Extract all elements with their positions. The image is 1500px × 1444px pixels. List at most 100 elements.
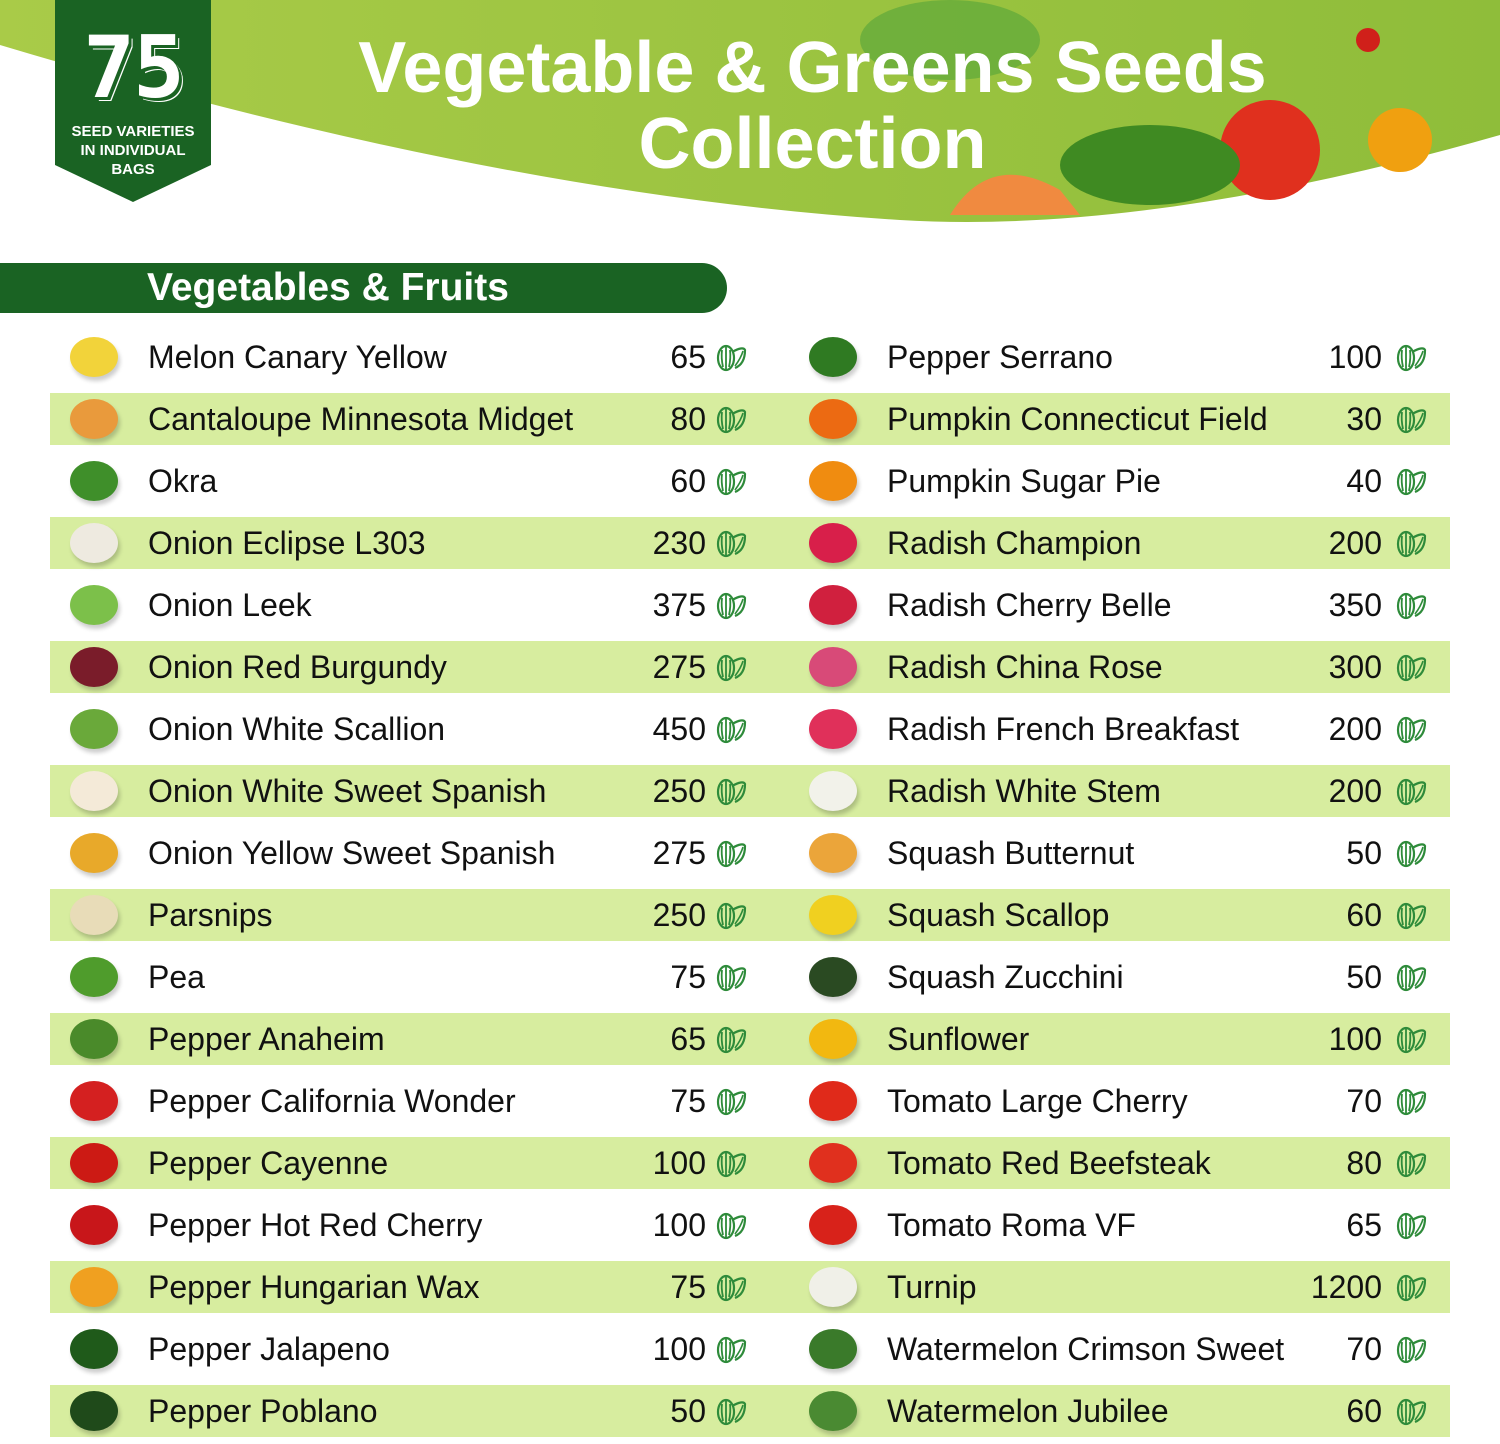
seed-count: 375 xyxy=(652,587,706,623)
vegetable-image xyxy=(70,709,118,749)
seed-name: Pepper Hot Red Cherry xyxy=(148,1207,483,1243)
vegetable-image xyxy=(70,523,118,563)
seed-name: Radish French Breakfast xyxy=(887,711,1240,747)
seed-list-item: Radish White Stem 200 xyxy=(0,760,1500,822)
seed-list-item: Onion Leek 375 xyxy=(0,574,1500,636)
seed-name: Melon Canary Yellow xyxy=(148,339,447,375)
seed-list-item: Radish China Rose 300 xyxy=(0,636,1500,698)
seed-name: Sunflower xyxy=(887,1021,1030,1057)
vegetable-image xyxy=(70,1391,118,1431)
seed-list-item: Pumpkin Connecticut Field 30 xyxy=(0,388,1500,450)
seed-count: 1200 xyxy=(1310,1269,1382,1305)
greens-decoration xyxy=(1060,125,1240,205)
badge-number: 75 xyxy=(83,18,185,118)
seed-icon xyxy=(715,1086,747,1116)
seed-name: Tomato Red Beefsteak xyxy=(887,1145,1211,1181)
seed-icon xyxy=(1395,1086,1427,1116)
seed-icon xyxy=(715,1024,747,1054)
seed-count: 60 xyxy=(1346,1393,1382,1429)
seed-icon xyxy=(715,1148,747,1178)
row-stripe xyxy=(50,641,1450,693)
seed-count: 75 xyxy=(670,1083,706,1119)
vegetable-image xyxy=(809,895,857,935)
seed-name: Pepper California Wonder xyxy=(148,1083,516,1119)
row-stripe xyxy=(50,1137,1450,1189)
vegetable-image xyxy=(809,1205,857,1245)
seed-name: Squash Zucchini xyxy=(887,959,1124,995)
seed-list-item: Pepper Serrano 100 xyxy=(0,326,1500,388)
seed-icon xyxy=(1395,528,1427,558)
vegetable-image xyxy=(809,771,857,811)
seed-count: 80 xyxy=(1346,1145,1382,1181)
seed-name: Onion Eclipse L303 xyxy=(148,525,426,561)
seed-list-item: Pepper Jalapeno 100 xyxy=(0,1318,1500,1380)
seed-icon xyxy=(715,1396,747,1426)
row-stripe xyxy=(50,765,1450,817)
seed-icon xyxy=(1395,1396,1427,1426)
page-title-line2: Collection xyxy=(638,104,987,184)
seed-count: 100 xyxy=(652,1145,706,1181)
seed-count: 275 xyxy=(652,835,706,871)
seed-count: 200 xyxy=(1328,711,1382,747)
seed-icon xyxy=(1395,714,1427,744)
seed-name: Radish China Rose xyxy=(887,649,1163,685)
seed-list-item: Pepper Cayenne 100 xyxy=(0,1132,1500,1194)
seed-name: Onion White Sweet Spanish xyxy=(148,773,547,809)
seed-icon xyxy=(1395,404,1427,434)
seed-list-item: Radish Cherry Belle 350 xyxy=(0,574,1500,636)
vegetable-image xyxy=(809,957,857,997)
vegetable-image xyxy=(70,1081,118,1121)
seed-name: Tomato Large Cherry xyxy=(887,1083,1188,1119)
seed-icon xyxy=(1395,962,1427,992)
row-stripe xyxy=(50,889,1450,941)
seed-list-item: Tomato Red Beefsteak 80 xyxy=(0,1132,1500,1194)
seed-icon xyxy=(1395,776,1427,806)
vegetable-image xyxy=(809,1081,857,1121)
vegetable-image xyxy=(70,461,118,501)
seed-name: Turnip xyxy=(887,1269,977,1305)
seed-icon xyxy=(1395,838,1427,868)
section-title: Vegetables & Fruits xyxy=(147,266,509,309)
seed-count: 75 xyxy=(670,1269,706,1305)
seed-icon xyxy=(1395,590,1427,620)
vegetable-image xyxy=(70,1267,118,1307)
seed-icon xyxy=(1395,1148,1427,1178)
seed-list-item: Pepper California Wonder 75 xyxy=(0,1070,1500,1132)
seed-list-item: Radish French Breakfast 200 xyxy=(0,698,1500,760)
seed-count: 100 xyxy=(1328,339,1382,375)
page-title-line1: Vegetable & Greens Seeds xyxy=(358,28,1267,108)
seed-icon xyxy=(715,342,747,372)
seed-name: Pepper Poblano xyxy=(148,1393,378,1429)
vegetable-image xyxy=(809,1329,857,1369)
seed-icon xyxy=(1395,652,1427,682)
seed-list-item: Watermelon Crimson Sweet 70 xyxy=(0,1318,1500,1380)
seed-list-item: Pea 75 xyxy=(0,946,1500,1008)
vegetable-image xyxy=(70,833,118,873)
seed-count: 200 xyxy=(1328,773,1382,809)
seed-name: Squash Scallop xyxy=(887,897,1110,933)
seed-list-item: Okra 60 xyxy=(0,450,1500,512)
row-stripe xyxy=(50,393,1450,445)
row-stripe xyxy=(50,1261,1450,1313)
seed-name: Onion White Scallion xyxy=(148,711,446,747)
row-stripe xyxy=(50,1385,1450,1437)
seed-icon xyxy=(715,528,747,558)
seed-count: 50 xyxy=(1346,835,1382,871)
seed-list-item: Tomato Large Cherry 70 xyxy=(0,1070,1500,1132)
vegetable-image xyxy=(809,833,857,873)
seed-name: Pumpkin Connecticut Field xyxy=(887,401,1268,437)
seed-list-item: Onion Red Burgundy 275 xyxy=(0,636,1500,698)
seed-name: Onion Yellow Sweet Spanish xyxy=(148,835,556,871)
seed-count: 100 xyxy=(652,1207,706,1243)
seed-list-item: Pepper Hungarian Wax 75 xyxy=(0,1256,1500,1318)
seed-icon xyxy=(715,1334,747,1364)
seed-list-item: Squash Butternut 50 xyxy=(0,822,1500,884)
seed-icon xyxy=(715,838,747,868)
seed-count: 30 xyxy=(1346,401,1382,437)
seed-icon xyxy=(715,776,747,806)
seed-list-item: Turnip 1200 xyxy=(0,1256,1500,1318)
vegetable-image xyxy=(809,585,857,625)
vegetable-image xyxy=(70,1205,118,1245)
lettuce-decoration xyxy=(860,0,1040,80)
vegetable-image xyxy=(70,399,118,439)
